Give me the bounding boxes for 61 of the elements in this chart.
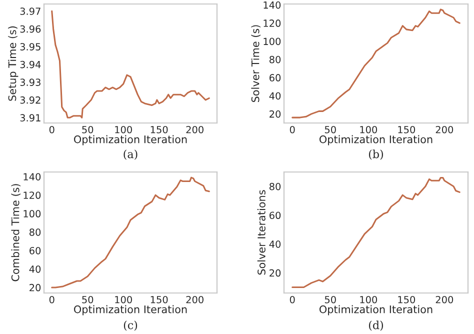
y-tick-label: 80 (270, 56, 281, 64)
x-tick-label: 100 (360, 126, 378, 134)
y-tick-label: 100 (24, 210, 41, 218)
x-axis-title: Optimization Iteration (74, 135, 187, 146)
line-series (51, 10, 210, 118)
y-tick-label: 60 (270, 74, 281, 82)
y-axis-title: Combined Time (s) (11, 184, 20, 282)
x-tick-label: 50 (324, 296, 336, 304)
x-tick-label: 0 (290, 296, 295, 304)
line-series (51, 176, 210, 288)
y-tick-label: 40 (29, 265, 41, 273)
text: (a) (124, 150, 138, 160)
line-series (292, 176, 460, 288)
x-axis-title: Optimization Iteration (320, 305, 432, 316)
y-tick-label: 140 (24, 173, 41, 180)
x-tick-label: 200 (436, 296, 454, 304)
y-tick-label: 120 (264, 20, 281, 27)
x-tick-label: 50 (324, 126, 336, 134)
x-tick-label: 50 (82, 126, 94, 134)
x-tick-label: 50 (82, 296, 94, 304)
y-axis-title: Solver Time (s) (251, 25, 260, 102)
text: (c) (124, 320, 138, 331)
y-tick-label: 20 (270, 110, 281, 118)
x-tick-label: 200 (186, 296, 204, 304)
x-tick-label: 150 (150, 126, 168, 134)
y-tick-label: 40 (269, 92, 281, 100)
y-tick-label: 3.94 (20, 60, 41, 68)
text: (b) (368, 150, 384, 160)
line-series (292, 8, 460, 118)
y-tick-label: 3.95 (20, 43, 40, 50)
x-tick-label: 0 (290, 126, 295, 134)
x-tick-label: 150 (398, 126, 416, 134)
y-tick-label: 3.97 (20, 8, 40, 15)
y-tick-label: 3.96 (20, 25, 41, 33)
x-tick-label: 100 (115, 296, 132, 304)
y-axis-title: Setup Time (s) (8, 26, 18, 101)
y-tick-label: 60 (270, 212, 281, 220)
y-tick-label: 3.92 (20, 96, 40, 104)
y-tick-label: 60 (30, 246, 41, 254)
x-tick-label: 0 (49, 126, 54, 134)
x-axis-title: Optimization Iteration (320, 135, 432, 146)
y-tick-label: 80 (30, 228, 41, 236)
text: (d) (368, 320, 384, 331)
x-tick-label: 100 (115, 126, 132, 134)
x-tick-label: 150 (150, 296, 168, 304)
y-tick-label: 80 (270, 182, 281, 190)
x-tick-label: 100 (360, 296, 378, 304)
y-tick-label: 20 (30, 284, 41, 292)
y-tick-label: 100 (264, 38, 281, 46)
x-tick-label: 200 (436, 126, 454, 134)
y-tick-label: 40 (269, 240, 281, 248)
y-tick-label: 20 (270, 269, 281, 277)
y-tick-label: 140 (264, 1, 281, 9)
x-axis-title: Optimization Iteration (74, 305, 187, 316)
x-tick-label: 0 (49, 296, 54, 304)
x-tick-label: 150 (398, 296, 416, 304)
y-tick-label: 120 (24, 192, 41, 199)
x-tick-label: 200 (186, 126, 204, 134)
y-tick-label: 3.91 (20, 114, 40, 122)
y-tick-label: 3.93 (20, 78, 40, 86)
y-axis-title: Solver Iterations (257, 190, 266, 275)
